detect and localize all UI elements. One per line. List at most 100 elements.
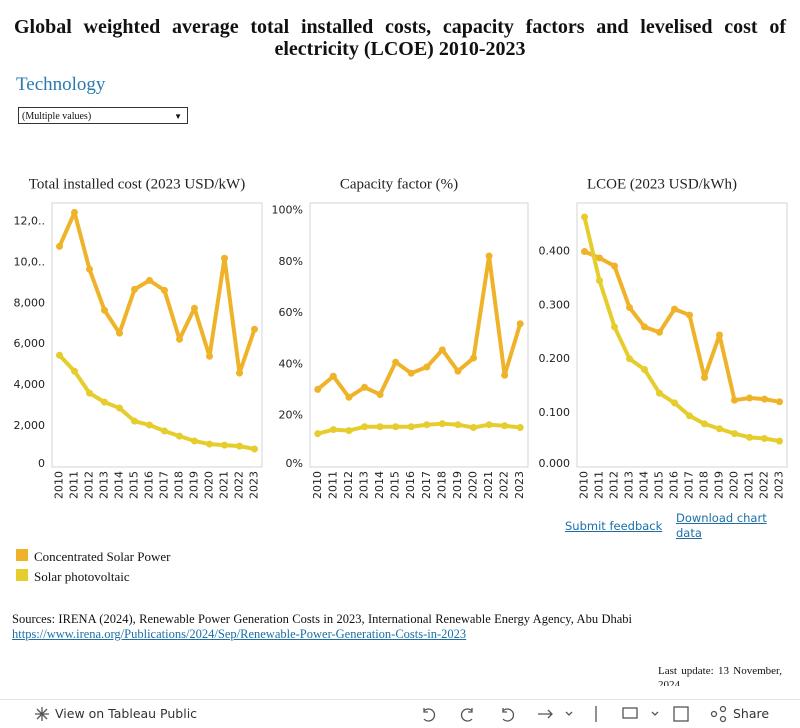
series-point — [329, 372, 337, 380]
series-point — [86, 265, 93, 273]
series-point — [731, 430, 738, 438]
x-tick-label: 2020 — [203, 471, 216, 499]
x-tick-label: 2017 — [420, 471, 433, 499]
feedback-link[interactable]: Submit feedback — [565, 519, 663, 533]
series-point — [596, 254, 603, 262]
view-link[interactable]: View on Tableau Public — [55, 706, 198, 721]
x-tick-label: 2013 — [623, 471, 636, 499]
series-point — [146, 276, 153, 284]
series-point — [314, 430, 322, 438]
redo-icon[interactable] — [460, 708, 473, 722]
x-tick-label: 2011 — [326, 471, 339, 499]
refresh-icon[interactable] — [538, 709, 553, 719]
sources-text: Sources: IRENA (2024), Renewable Power G… — [12, 612, 632, 626]
series-point — [731, 396, 738, 404]
download-link[interactable]: Download chart data — [676, 511, 767, 540]
share-icon[interactable] — [719, 715, 727, 723]
last-update: Last update: 13 November, 2024 — [658, 665, 782, 686]
series-point — [116, 404, 123, 412]
series-point — [581, 213, 588, 221]
device-icon[interactable] — [622, 707, 638, 719]
x-tick-label: 2016 — [668, 471, 681, 499]
share-link[interactable]: Share — [733, 706, 770, 721]
series-point — [641, 365, 648, 373]
series-point — [376, 390, 384, 398]
series-point — [361, 383, 368, 391]
filter-dropdown[interactable]: (Multiple values) ▼ — [18, 107, 188, 124]
series-point — [485, 252, 493, 260]
sources-link[interactable]: https://www.irena.org/Publications/2024/… — [12, 627, 467, 641]
x-tick-label: 2012 — [608, 471, 621, 499]
y-tick-label: 80% — [279, 255, 303, 268]
x-tick-label: 2014 — [373, 471, 386, 499]
fullscreen-icon[interactable] — [673, 706, 689, 722]
series-point — [56, 351, 63, 359]
series-point — [423, 363, 431, 371]
series-line — [58, 353, 255, 451]
x-tick-label: 2013 — [358, 471, 371, 499]
y-tick-label: 10,0.. — [14, 255, 46, 268]
series-point — [376, 423, 384, 431]
x-tick-label: 2018 — [173, 471, 186, 499]
x-tick-label: 2022 — [498, 471, 511, 499]
x-tick-label: 2021 — [482, 471, 495, 499]
x-tick-label: 2015 — [653, 471, 666, 499]
undo-icon[interactable] — [423, 708, 436, 722]
y-tick-label: 8,000 — [14, 296, 46, 309]
x-tick-label: 2013 — [98, 471, 111, 499]
series-point — [176, 432, 183, 440]
series-point — [501, 422, 509, 430]
x-tick-label: 2010 — [578, 471, 591, 499]
series-point — [329, 426, 337, 434]
x-tick-label: 2010 — [311, 471, 324, 499]
series-point — [236, 369, 243, 377]
chart-title: Capacity factor (%) — [340, 176, 458, 192]
series-point — [671, 305, 678, 313]
series-point — [407, 369, 415, 377]
x-tick-label: 2023 — [248, 471, 261, 499]
x-tick-label: 2023 — [773, 471, 786, 499]
tableau-icon[interactable] — [35, 707, 49, 721]
series-point — [146, 421, 153, 429]
series-point — [611, 323, 618, 331]
device-more[interactable] — [651, 711, 659, 716]
series-point — [314, 385, 322, 393]
series-point — [671, 399, 678, 407]
x-tick-label: 2019 — [188, 471, 201, 499]
dashboard-title: Global weighted average total installed … — [14, 16, 786, 60]
x-tick-label: 2012 — [83, 471, 96, 499]
filter-label: Technology — [16, 74, 106, 95]
series-point — [716, 425, 723, 433]
y-tick-label: 0 — [38, 457, 45, 470]
series-point — [746, 394, 753, 402]
revert-icon[interactable] — [502, 708, 515, 722]
x-tick-label: 2022 — [758, 471, 771, 499]
y-tick-label: 0% — [286, 457, 303, 470]
series-point — [206, 440, 213, 448]
legend-label: Solar photovoltaic — [34, 569, 130, 584]
series-point — [686, 412, 693, 420]
series-point — [470, 424, 477, 432]
x-tick-label: 2016 — [143, 471, 156, 499]
series-point — [776, 398, 783, 406]
series-point — [701, 420, 708, 428]
series-point — [746, 433, 753, 441]
x-tick-label: 2022 — [233, 471, 246, 499]
y-tick-label: 0.200 — [539, 352, 571, 365]
share-icon[interactable] — [710, 710, 718, 718]
series-point — [221, 441, 228, 449]
series-point — [686, 311, 693, 319]
y-tick-label: 0.000 — [539, 457, 571, 470]
share-icon[interactable] — [719, 705, 727, 713]
series-point — [596, 277, 603, 285]
x-tick-label: 2017 — [683, 471, 696, 499]
series-point — [392, 358, 400, 366]
series-point — [161, 286, 168, 294]
series-point — [454, 421, 462, 429]
more-icon[interactable] — [565, 711, 573, 716]
series-point — [407, 423, 415, 431]
x-tick-label: 2023 — [513, 471, 526, 499]
dropdown-arrow: ▼ — [174, 112, 182, 121]
charts: Total installed cost (2023 USD/kW) 0 2,000… — [14, 176, 788, 499]
